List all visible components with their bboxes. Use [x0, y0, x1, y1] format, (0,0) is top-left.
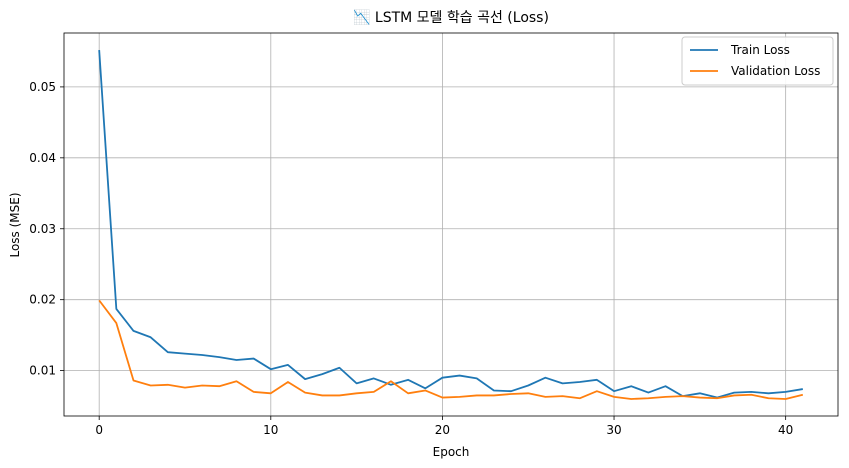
- legend-box: [681, 36, 834, 86]
- chart-title: 📉 LSTM 모델 학습 곡선 (Loss): [353, 9, 549, 26]
- series-line-validation-loss: [98, 299, 804, 400]
- series-lines: [98, 49, 804, 400]
- x-tick-label: 30: [606, 423, 621, 437]
- legend: Train Loss Validation Loss: [681, 36, 834, 86]
- axis-ticks: 0 10 20 30 40 0.01 0.02 0.03 0.04 0.05: [29, 80, 793, 437]
- x-tick-label: 20: [435, 423, 450, 437]
- x-axis-label: Epoch: [433, 445, 470, 459]
- x-tick-label: 0: [95, 423, 103, 437]
- y-tick-label: 0.03: [29, 222, 56, 236]
- x-tick-label: 10: [263, 423, 278, 437]
- legend-label-validation: Validation Loss: [731, 64, 820, 78]
- y-tick-label: 0.04: [29, 151, 56, 165]
- y-axis-label: Loss (MSE): [8, 192, 22, 257]
- y-tick-label: 0.01: [29, 364, 56, 378]
- y-tick-label: 0.02: [29, 293, 56, 307]
- legend-label-train: Train Loss: [730, 43, 790, 57]
- grid: [64, 33, 838, 416]
- x-tick-label: 40: [778, 423, 793, 437]
- plot-frame: [63, 32, 839, 417]
- y-tick-label: 0.05: [29, 80, 56, 94]
